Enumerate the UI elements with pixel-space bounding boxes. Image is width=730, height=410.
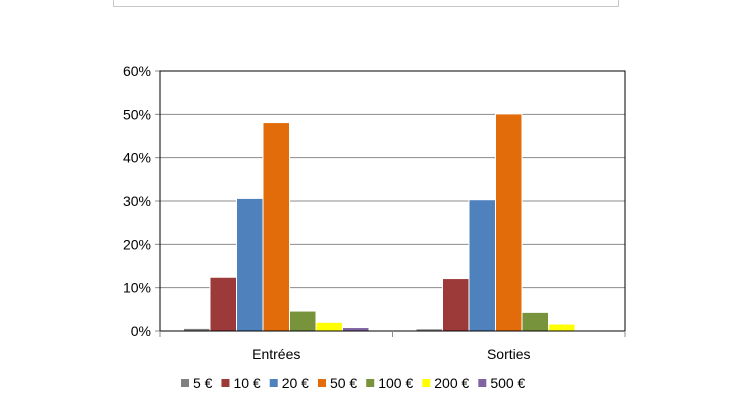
bars (183, 113, 602, 332)
bar (468, 199, 496, 332)
bar (236, 197, 264, 332)
category-labels: Entrées Sorties (252, 346, 530, 362)
bar (289, 310, 317, 332)
legend-label: 200 € (434, 375, 469, 391)
y-tick-label: 0% (131, 323, 151, 339)
bar (442, 278, 470, 332)
x-category-label: Sorties (487, 346, 531, 362)
legend-label: 50 € (330, 375, 357, 391)
gridlines (160, 70, 625, 289)
legend: 5 € 10 € 20 € 50 € 100 € 200 € 500 € (181, 375, 526, 391)
legend-label: 20 € (282, 375, 309, 391)
legend-swatch (422, 379, 431, 387)
top-frame-border (113, 0, 619, 7)
bar (315, 321, 343, 332)
legend-label: 500 € (490, 375, 525, 391)
x-category-label: Entrées (252, 346, 300, 362)
bar (521, 311, 549, 332)
axes (159, 70, 626, 337)
bar (262, 122, 290, 332)
y-tick-label: 10% (123, 280, 151, 296)
legend-swatch (221, 379, 230, 387)
y-tick-label: 40% (123, 150, 151, 166)
bar (209, 276, 237, 332)
legend-label: 10 € (233, 375, 260, 391)
y-tick-label: 60% (123, 63, 151, 79)
legend-label: 100 € (378, 375, 413, 391)
bar (548, 323, 576, 332)
legend-swatch (478, 379, 487, 387)
y-axis-ticks: 0% 10% 20% 30% 40% 50% 60% (123, 63, 160, 339)
y-tick-label: 20% (123, 236, 151, 252)
legend-swatch (317, 379, 326, 387)
y-tick-label: 50% (123, 106, 151, 122)
y-tick-label: 30% (123, 193, 151, 209)
legend-swatch (181, 379, 189, 387)
bar (342, 327, 370, 332)
bar (495, 113, 523, 332)
legend-swatch (366, 379, 375, 387)
legend-swatch (269, 379, 278, 387)
legend-label: 5 € (193, 375, 213, 391)
